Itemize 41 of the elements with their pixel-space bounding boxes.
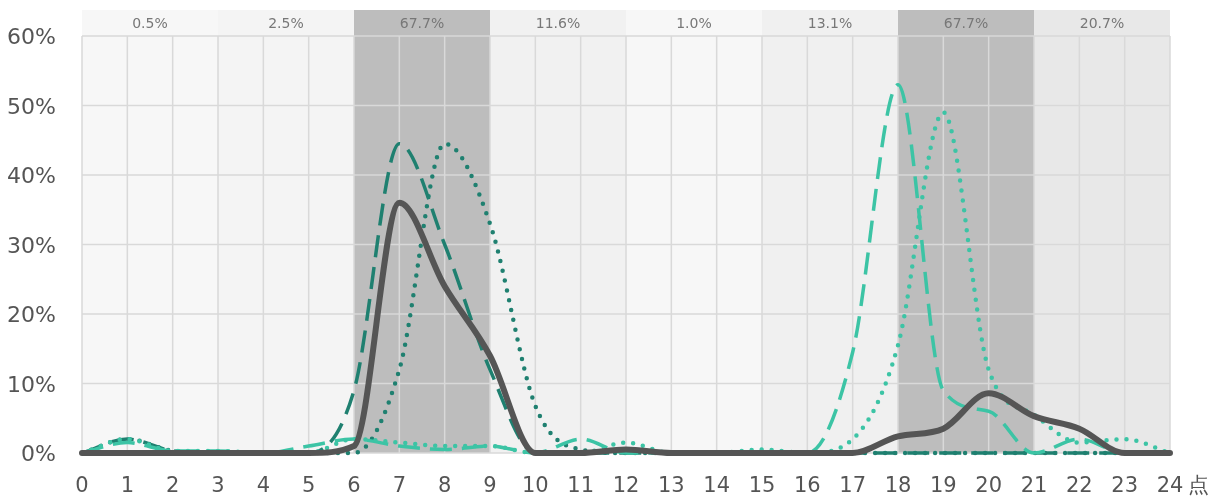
- x-tick-label: 14: [703, 473, 731, 497]
- x-tick-label: 1: [120, 473, 135, 497]
- x-tick-label: 19: [929, 473, 957, 497]
- band-label: 2.5%: [268, 15, 304, 31]
- y-tick-label: 50%: [7, 93, 56, 119]
- x-tick-label: 15: [748, 473, 776, 497]
- x-tick-label: 18: [884, 473, 912, 497]
- y-tick-label: 60%: [7, 24, 56, 49]
- x-tick-label: 10: [521, 473, 549, 497]
- x-tick-label: 16: [793, 473, 821, 497]
- x-tick-label: 12: [612, 473, 640, 497]
- x-tick-label: 0: [75, 473, 89, 497]
- y-tick-label: 0%: [21, 441, 56, 466]
- band-label: 67.7%: [943, 15, 989, 31]
- x-tick-label: 8: [437, 473, 452, 497]
- x-tick-label: 22: [1065, 473, 1093, 497]
- y-tick-label: 10%: [7, 371, 56, 397]
- x-tick-label: 11: [567, 473, 595, 497]
- x-tick-label: 20: [975, 473, 1003, 497]
- band-label: 0.5%: [132, 15, 168, 31]
- band-label: 13.1%: [807, 15, 853, 31]
- band-label: 1.0%: [676, 15, 712, 31]
- band-label: 67.7%: [399, 15, 445, 31]
- x-tick-label: 7: [392, 473, 407, 497]
- x-tick-label: 4: [256, 473, 271, 497]
- x-axis-title: 点: [1188, 473, 1209, 497]
- y-tick-label: 40%: [7, 163, 56, 188]
- y-tick-label: 30%: [7, 232, 56, 258]
- x-tick-label: 21: [1020, 473, 1048, 497]
- x-tick-label: 9: [483, 473, 497, 497]
- x-tick-label: 5: [301, 473, 316, 497]
- band-label: 11.6%: [535, 15, 581, 31]
- y-tick-label: 20%: [7, 302, 56, 327]
- x-tick-label: 23: [1111, 473, 1139, 497]
- x-tick-label: 24: [1156, 473, 1184, 497]
- x-tick-label: 2: [165, 473, 180, 497]
- x-tick-label: 6: [347, 473, 361, 497]
- x-tick-label: 3: [211, 473, 225, 497]
- x-tick-label: 13: [657, 473, 685, 497]
- x-tick-label: 17: [839, 473, 867, 497]
- band-label: 20.7%: [1079, 15, 1125, 31]
